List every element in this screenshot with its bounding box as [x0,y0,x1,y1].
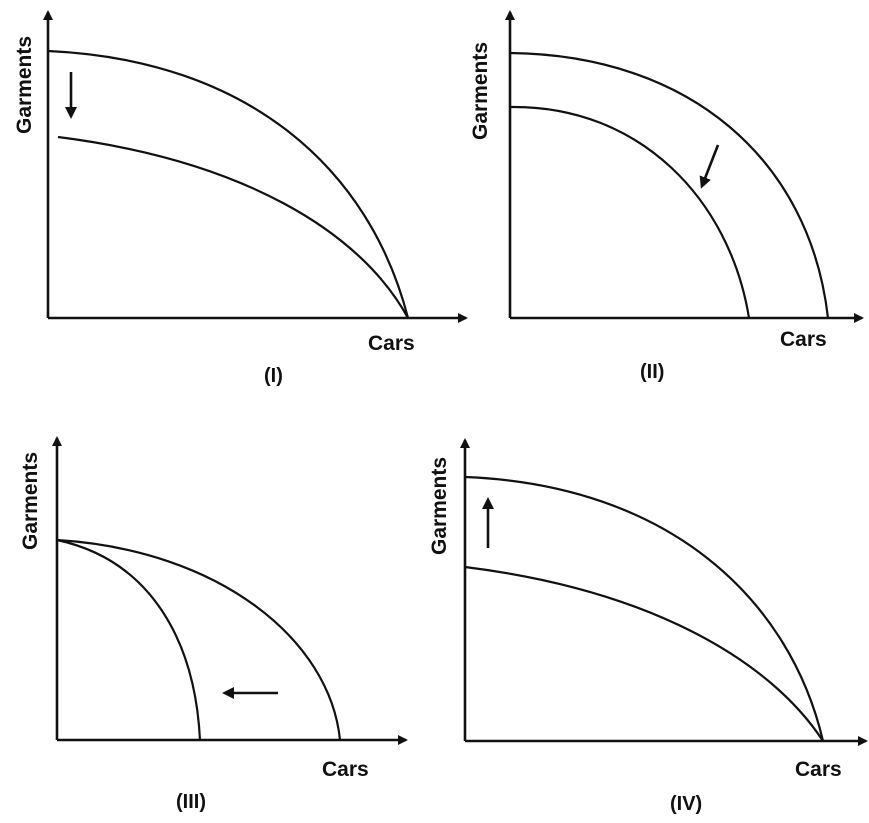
panel-ii-outer-curve [510,53,828,318]
panel-iv-y-axis-label: Garments [428,457,451,555]
panel-iii-inner-curve [57,540,200,740]
panel-ii: Garments Cars (II) [469,12,862,383]
panel-iv-x-axis-label: Cars [795,758,842,781]
panel-i-x-axis-label: Cars [368,332,415,355]
panel-iv-inner-curve [465,567,823,741]
panel-i-outer-curve [48,51,408,318]
panel-iv: Garments Cars (IV) [428,440,866,815]
panel-ii-caption: (II) [640,361,664,383]
panel-iv-caption: (IV) [670,793,702,815]
panel-iii-y-axis-label: Garments [19,452,42,550]
panel-ii-y-axis-label: Garments [469,42,492,140]
panel-ii-inner-curve [510,107,749,318]
panel-ii-shift-arrow [702,145,718,186]
panel-i-y-axis-label: Garments [13,36,36,134]
panel-iii-outer-curve [57,540,340,740]
panel-iii: Garments Cars (III) [19,438,406,813]
panel-ii-x-axis-label: Cars [780,328,827,351]
panel-i-caption: (I) [264,365,283,387]
panel-iii-caption: (III) [176,791,206,813]
panel-i: Garments Cars (I) [13,12,466,387]
panel-i-inner-curve [58,137,408,318]
panel-iii-x-axis-label: Cars [322,758,369,781]
